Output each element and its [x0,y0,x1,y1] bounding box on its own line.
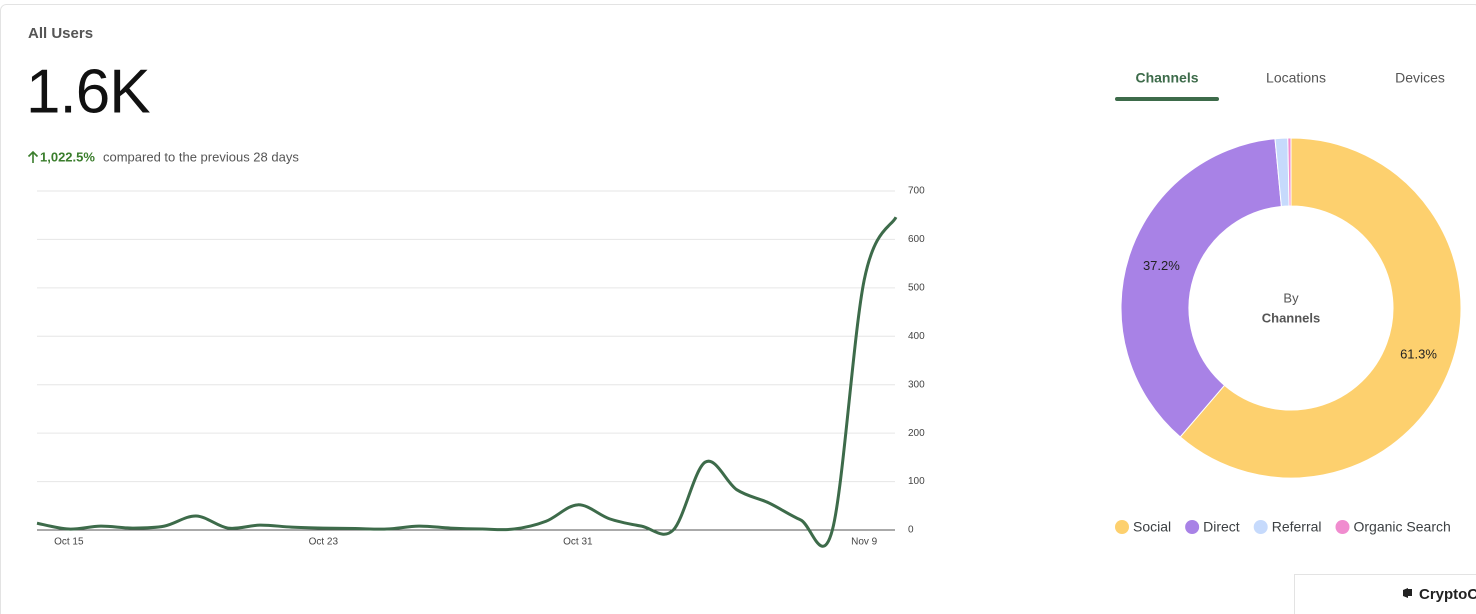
donut-chart: 61.3% 37.2% By Channels Social Direct Referral… [1115,137,1462,535]
slice-label: 37.2% [1143,258,1180,273]
footer-box [1294,574,1476,614]
legend-swatch [1335,520,1350,534]
y-tick-label: 700 [908,186,925,197]
donut-slice [1120,138,1282,438]
x-tick-label: Oct 15 [54,537,84,548]
y-tick-label: 100 [908,476,925,487]
legend-label: Referral [1272,519,1322,535]
donut-slice [1179,137,1462,479]
x-tick-label: Nov 9 [851,537,878,548]
y-tick-label: 300 [908,379,925,390]
tabs: Channels Locations Devices [1115,70,1445,101]
y-tick-label: 600 [908,234,925,245]
up-arrow-icon [27,150,39,163]
center-label: Channels [1262,310,1321,325]
tab-indicator [1115,97,1219,101]
data-line [36,216,898,548]
comparison-text: compared to the previous 28 days [103,149,299,164]
legend-label: Direct [1203,519,1240,535]
metric-value: 1.6K [26,57,150,126]
center-label: By [1283,290,1299,305]
card [0,4,1476,614]
footer-label[interactable]: CryptoC [1419,586,1476,603]
legend-label: Organic Search [1354,519,1451,535]
legend-swatch [1185,520,1200,534]
y-tick-label: 500 [908,282,925,293]
x-tick-label: Oct 23 [309,537,339,548]
tab[interactable]: Locations [1266,70,1326,86]
legend-label: Social [1133,519,1171,535]
y-tick-label: 200 [908,428,925,439]
legend-swatch [1115,520,1129,534]
change-value: 1,022.5% [40,149,95,164]
legend-swatch [1253,520,1268,534]
slice-label: 61.3% [1400,347,1437,362]
footer-icon [1403,588,1412,598]
line-chart: 0 100 200 300 400 500 600 700 Oct 15 Oct 23 Oct 31… [36,186,925,548]
y-tick-label: 400 [908,331,925,342]
tab[interactable]: Channels [1135,70,1198,86]
y-tick-label: 0 [908,525,914,536]
donut-slice [1287,137,1292,207]
card-title: All Users [28,25,93,42]
tab[interactable]: Devices [1395,70,1445,86]
x-tick-label: Oct 31 [563,537,593,548]
